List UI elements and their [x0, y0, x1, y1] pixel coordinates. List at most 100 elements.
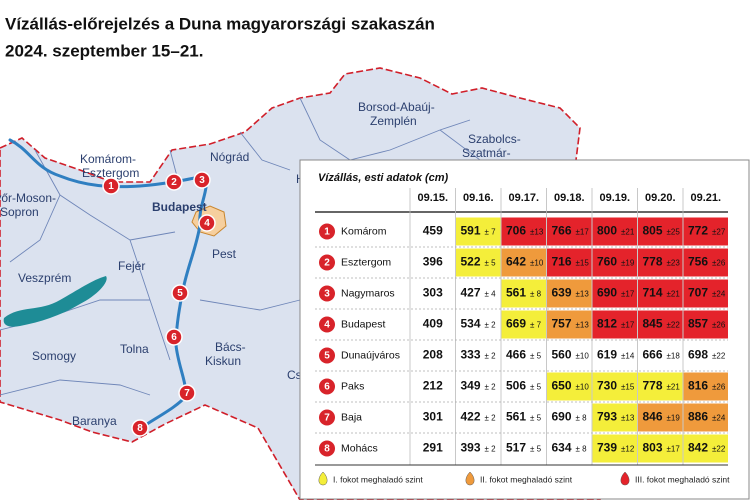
- station-name: Dunaújváros: [341, 349, 400, 361]
- alert-cell: [547, 279, 592, 308]
- county-label: Zemplén: [370, 114, 417, 128]
- uncertainty: ±22: [667, 321, 681, 330]
- county-label: Győr-Moson-: [0, 191, 56, 205]
- uncertainty: ± 5: [530, 383, 542, 392]
- row-number-badge: [319, 316, 335, 333]
- station-number: 1: [108, 181, 114, 192]
- water-level: 707: [688, 286, 708, 300]
- alert-cell: [501, 217, 546, 246]
- water-level: 522: [461, 255, 481, 269]
- uncertainty: ±17: [621, 321, 635, 330]
- station-number: 3: [199, 175, 205, 186]
- alert-cell: [456, 248, 501, 277]
- water-level: 760: [597, 255, 617, 269]
- row-number-badge: [319, 347, 335, 364]
- county-label: Fejér: [118, 259, 145, 273]
- county-label: Bács-: [215, 340, 246, 354]
- date-header: 09.21.: [690, 192, 721, 204]
- station-marker: [102, 177, 120, 195]
- alert-cell: [592, 248, 637, 277]
- water-level: 396: [423, 255, 443, 269]
- water-level: 517: [506, 441, 526, 455]
- station-number: 4: [204, 218, 210, 229]
- uncertainty: ±17: [667, 445, 681, 454]
- alert-cell: [638, 217, 683, 246]
- legend-drop: [465, 471, 475, 486]
- station-marker: [165, 328, 183, 346]
- alert-cell: [592, 310, 637, 339]
- water-level: 706: [506, 224, 526, 238]
- station-number: 6: [171, 332, 177, 343]
- water-level: 427: [461, 286, 481, 300]
- legend-label: I. fokot meghaladó szint: [333, 474, 423, 484]
- balaton: [3, 276, 107, 327]
- uncertainty: ±17: [621, 290, 635, 299]
- uncertainty: ± 8: [576, 445, 588, 454]
- water-level: 561: [506, 410, 526, 424]
- alert-cell: [592, 372, 637, 401]
- date-header: 09.15.: [417, 192, 448, 204]
- water-level: 778: [643, 255, 663, 269]
- row-number-badge: [319, 285, 335, 302]
- water-level: 619: [597, 348, 617, 362]
- uncertainty: ±26: [712, 321, 726, 330]
- water-level: 303: [423, 286, 443, 300]
- row-number: 6: [324, 382, 330, 393]
- water-level: 756: [688, 255, 708, 269]
- county-label: Pest: [212, 247, 237, 261]
- water-level: 805: [643, 224, 663, 238]
- legend-label: III. fokot meghaladó szint: [635, 474, 730, 484]
- station-name: Komárom: [341, 225, 387, 237]
- alert-cell: [547, 310, 592, 339]
- station-number: 2: [171, 177, 177, 188]
- alert-cell: [501, 279, 546, 308]
- water-level: 506: [506, 379, 526, 393]
- water-level: 690: [597, 286, 617, 300]
- water-level: 534: [461, 317, 481, 331]
- uncertainty: ± 5: [530, 414, 542, 423]
- date-header: 09.20.: [645, 192, 676, 204]
- uncertainty: ±17: [576, 228, 590, 237]
- water-level: 291: [423, 441, 443, 455]
- water-level: 842: [688, 441, 708, 455]
- station-name: Mohács: [341, 442, 378, 454]
- water-level: 422: [461, 410, 481, 424]
- water-level: 845: [643, 317, 663, 331]
- uncertainty: ± 2: [485, 445, 497, 454]
- row-number: 1: [324, 227, 330, 238]
- station-name: Esztergom: [341, 256, 391, 268]
- alert-cell: [638, 403, 683, 432]
- alert-cell: [501, 310, 546, 339]
- title: 2024. szeptember 15–21.: [5, 41, 203, 60]
- uncertainty: ± 2: [485, 383, 497, 392]
- county-label: Baranya: [72, 414, 117, 428]
- alert-cell: [592, 403, 637, 432]
- uncertainty: ± 7: [485, 228, 497, 237]
- uncertainty: ±14: [621, 352, 635, 361]
- water-level: 466: [506, 348, 526, 362]
- water-level: 333: [461, 348, 481, 362]
- alert-cell: [683, 434, 728, 463]
- county-label: Nógrád: [210, 150, 249, 164]
- alert-cell: [683, 403, 728, 432]
- alert-cell: [547, 372, 592, 401]
- alert-cell: [547, 217, 592, 246]
- alert-cell: [592, 434, 637, 463]
- county-label: Budapest: [152, 200, 207, 214]
- row-number-badge: [319, 409, 335, 426]
- row-number: 2: [324, 258, 330, 269]
- station-number: 8: [137, 423, 143, 434]
- uncertainty: ±22: [712, 352, 726, 361]
- uncertainty: ±19: [621, 259, 635, 268]
- uncertainty: ±13: [576, 321, 590, 330]
- county-label: Szatmár-: [462, 146, 511, 160]
- station-name: Nagymaros: [341, 287, 395, 299]
- water-level: 666: [643, 348, 663, 362]
- uncertainty: ±23: [667, 259, 681, 268]
- water-level: 730: [597, 379, 617, 393]
- county-label: Esztergom: [82, 166, 139, 180]
- uncertainty: ±13: [621, 414, 635, 423]
- station-marker: [198, 214, 216, 232]
- water-level: 739: [597, 441, 617, 455]
